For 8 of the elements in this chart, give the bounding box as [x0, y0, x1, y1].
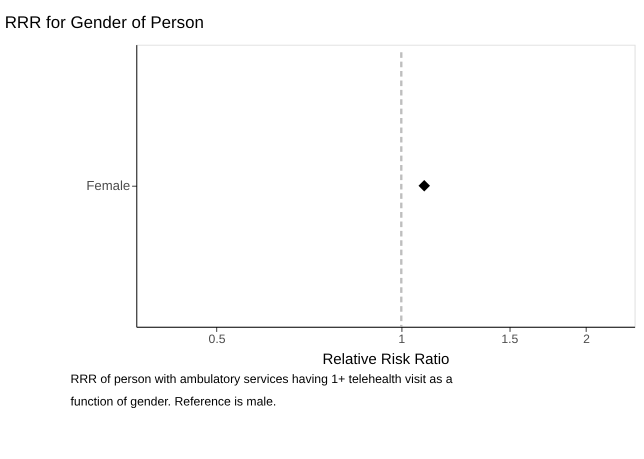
text: RRR of person with ambulatory services having 1+ telehealth visit as a function of gender. Reference is male.	[70, 372, 453, 409]
x-tick-label: 1.5	[501, 332, 519, 346]
x-tick-label: 1	[398, 332, 406, 346]
x-tick-label: 0.5	[208, 332, 226, 346]
x-axis-title: Relative Risk Ratio	[322, 350, 450, 368]
chart-title: RRR for Gender of Person	[4, 12, 204, 32]
y-tick-label: Female	[86, 178, 130, 193]
x-tick-label: 2	[583, 332, 590, 346]
